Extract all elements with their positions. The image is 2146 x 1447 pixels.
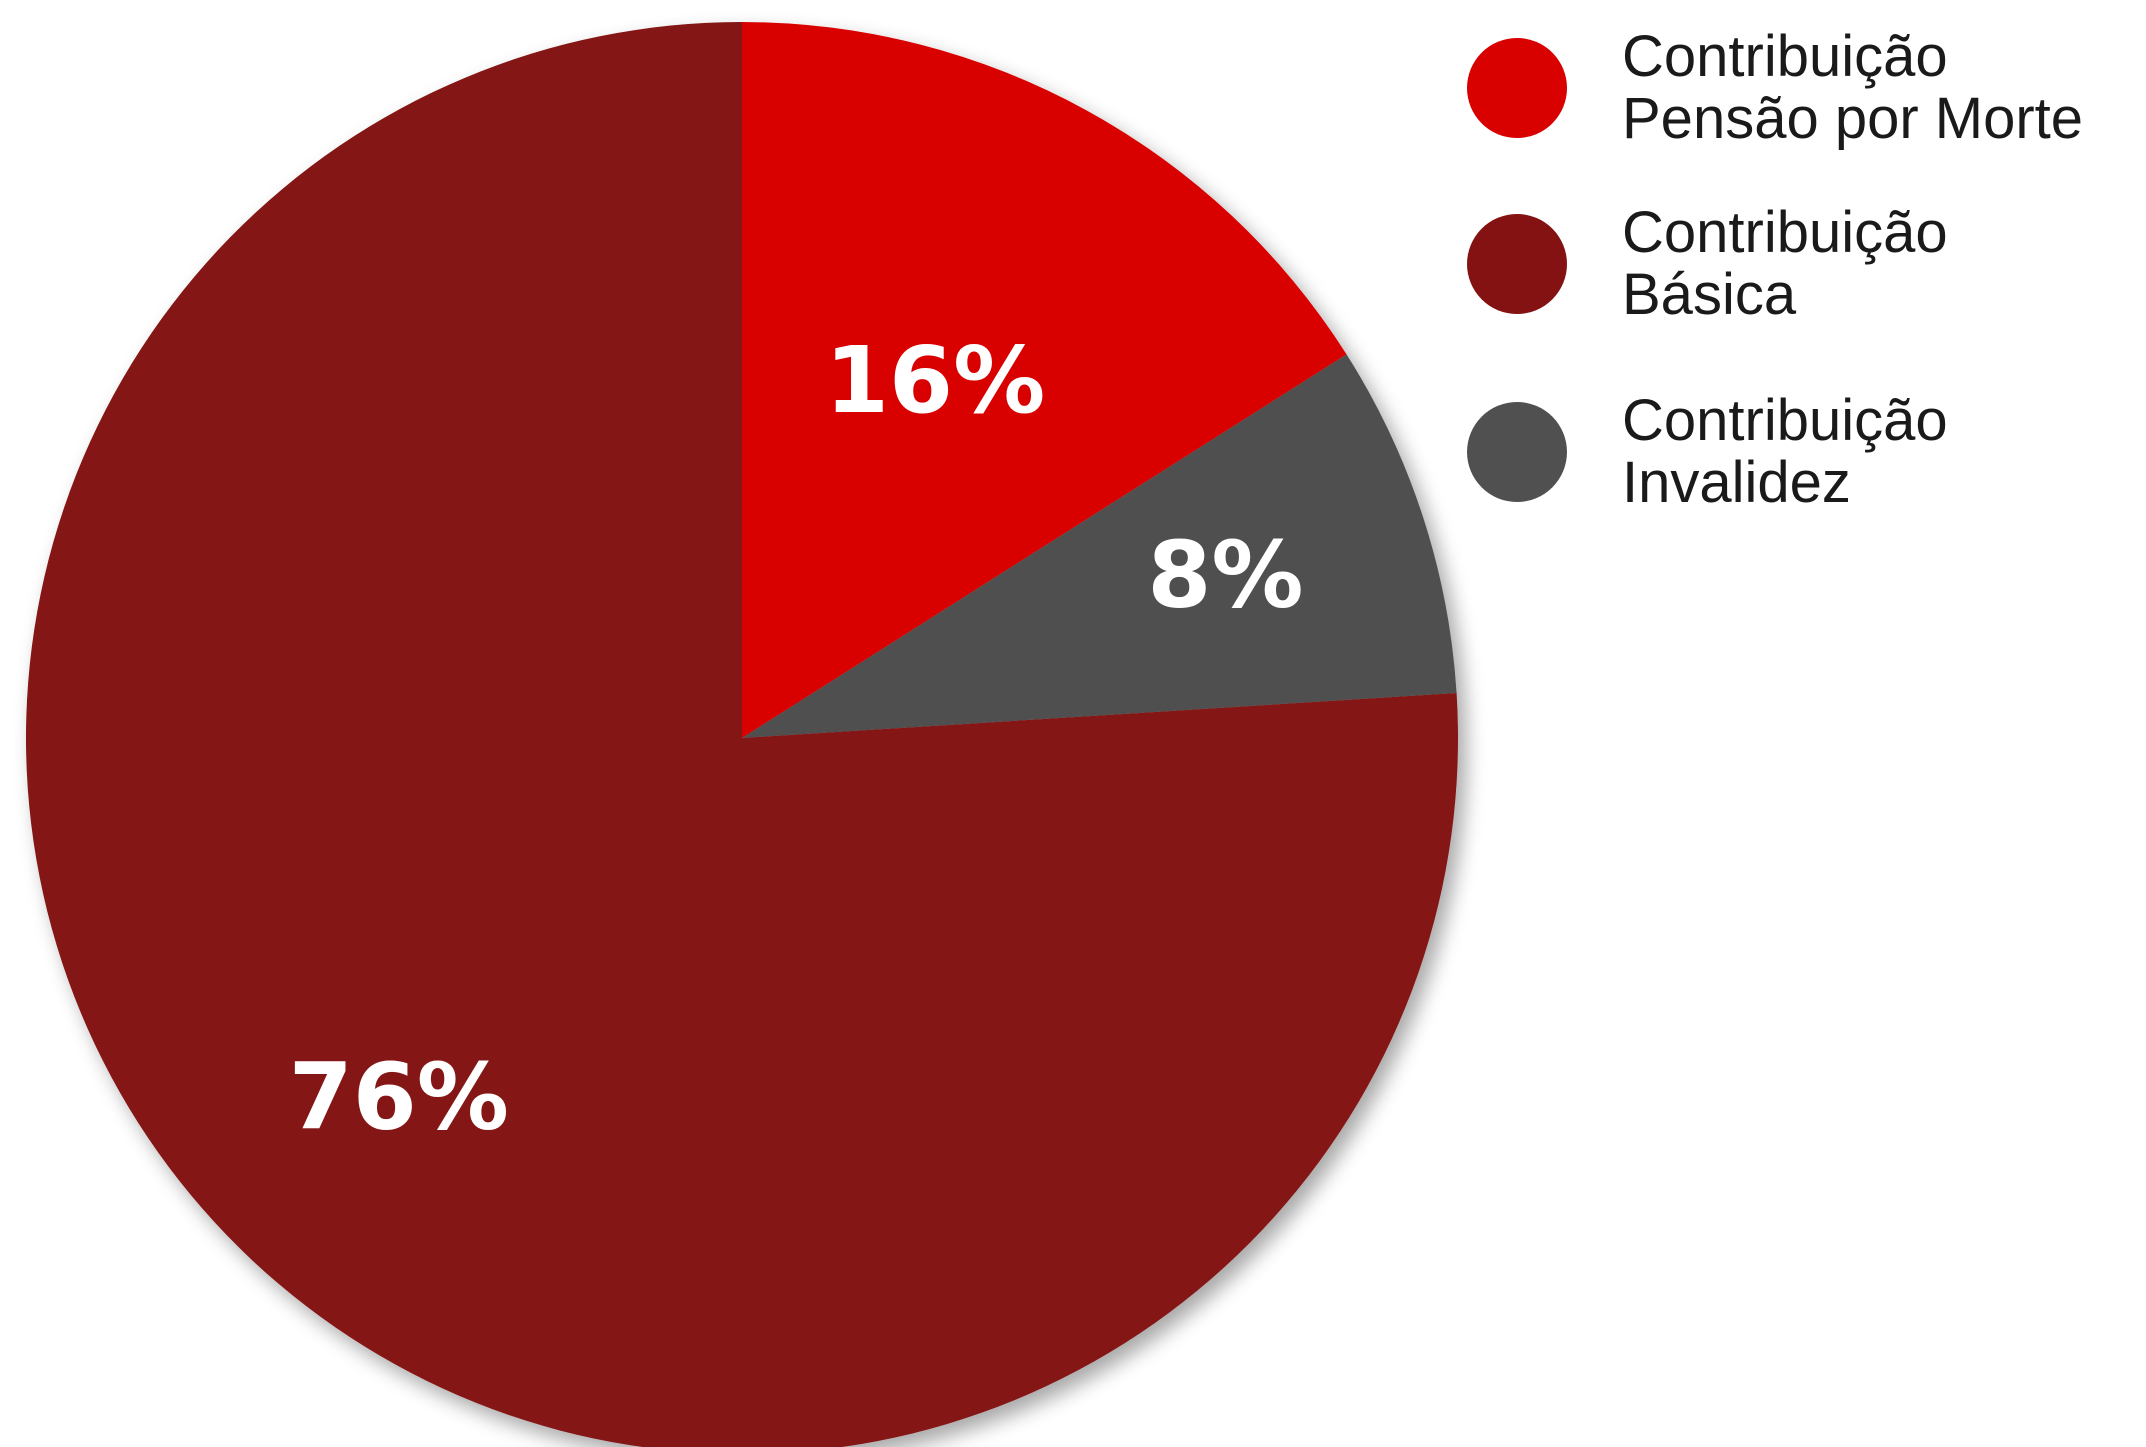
legend-swatch — [1467, 214, 1567, 314]
legend-label: Contribuição — [1622, 200, 1948, 265]
legend-label: Invalidez — [1622, 450, 1851, 515]
legend-swatch — [1467, 38, 1567, 138]
slice-value-label: 8% — [1147, 521, 1303, 628]
legend-label: Pensão por Morte — [1622, 86, 2083, 151]
legend-swatch — [1467, 402, 1567, 502]
pie-slice-labels: 16% 8% 76% — [289, 327, 1304, 1151]
legend-label: Contribuição — [1622, 388, 1948, 453]
slice-value-label: 76% — [289, 1044, 509, 1151]
legend-label: Básica — [1622, 262, 1797, 327]
slice-value-label: 16% — [825, 327, 1045, 434]
pie-slice-2 — [742, 354, 1457, 738]
pie-slice-1 — [742, 22, 1347, 738]
legend-label: Contribuição — [1622, 24, 1948, 89]
pie-slices — [26, 22, 1459, 1447]
pie-slice-3 — [26, 22, 1459, 1447]
